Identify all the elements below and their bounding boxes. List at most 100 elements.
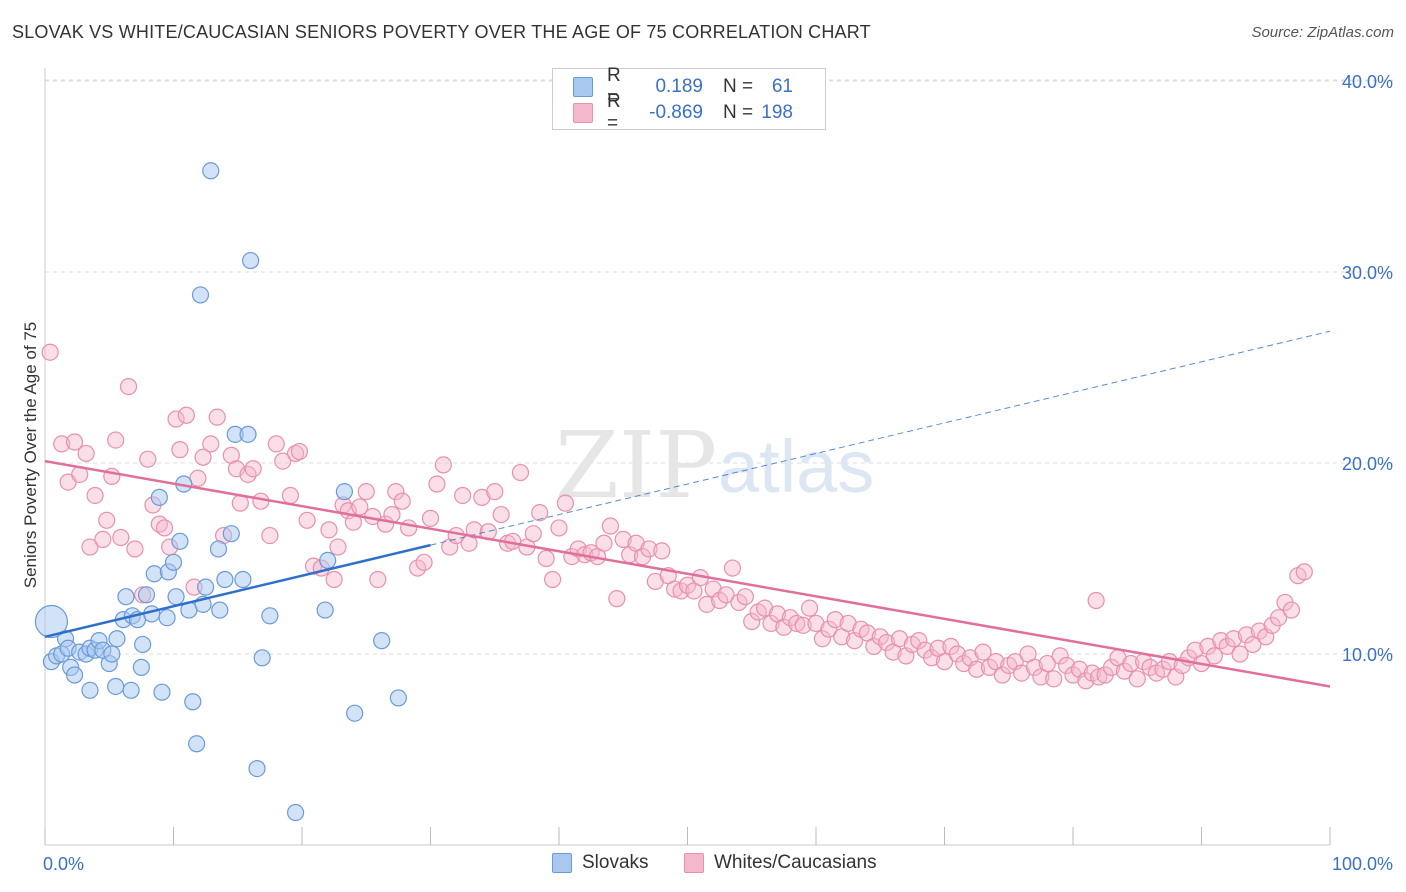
data-point-slovaks <box>107 677 125 696</box>
legend-row-whites: R = -0.869 N = 198 <box>573 91 793 134</box>
data-point-whites <box>320 521 338 539</box>
data-point-whites <box>261 526 279 545</box>
data-point-whites <box>421 509 440 527</box>
data-point-slovaks <box>137 586 156 604</box>
data-point-whites <box>415 553 433 571</box>
data-point-whites <box>556 494 575 512</box>
legend-r-label: R = <box>607 91 621 134</box>
watermark: ZIP atlas <box>555 412 874 519</box>
data-point-slovaks <box>261 607 279 625</box>
data-point-whites <box>1237 626 1256 644</box>
data-point-slovaks <box>117 588 135 606</box>
data-point-whites <box>910 632 928 650</box>
data-point-whites <box>1090 668 1108 686</box>
legend-n-value: 61 <box>771 76 793 97</box>
series-slovaks-points <box>34 162 407 822</box>
data-point-whites <box>86 486 104 505</box>
data-point-whites <box>465 521 483 539</box>
data-point-whites <box>1295 563 1313 581</box>
data-point-whites <box>608 590 626 608</box>
data-point-whites <box>723 559 742 577</box>
data-point-whites <box>614 530 632 549</box>
data-point-whites <box>601 517 620 535</box>
data-point-slovaks <box>65 666 84 684</box>
data-point-whites <box>1225 630 1243 648</box>
data-point-whites <box>743 612 761 631</box>
data-point-whites <box>871 628 889 646</box>
data-point-whites <box>923 649 941 667</box>
data-point-whites <box>171 441 189 459</box>
data-point-slovaks <box>134 635 152 654</box>
series-legend: Slovaks Whites/Caucasians <box>0 852 1406 878</box>
trend-line-slovaks <box>44 543 431 639</box>
y-tick-label: 10.0% <box>1342 645 1393 665</box>
data-point-whites <box>550 519 568 537</box>
legend-r-value: 0.189 <box>655 76 703 97</box>
data-point-whites <box>1141 658 1159 676</box>
data-point-whites <box>826 611 844 629</box>
series-whites-points <box>41 343 1313 690</box>
data-point-whites <box>244 460 262 478</box>
data-point-whites <box>543 570 562 589</box>
data-point-whites <box>1231 645 1249 663</box>
trend-lines <box>44 330 1331 688</box>
data-point-whites <box>511 463 530 482</box>
data-point-whites <box>119 378 138 396</box>
data-point-whites <box>393 492 411 510</box>
data-point-whites <box>357 483 375 501</box>
data-point-whites <box>1205 647 1223 665</box>
data-point-whites <box>974 643 992 661</box>
data-point-whites <box>298 511 316 529</box>
legend-n-value: 198 <box>761 102 793 123</box>
data-point-slovaks <box>216 570 234 589</box>
grid-lines <box>45 79 1395 655</box>
data-point-whites <box>653 542 671 560</box>
data-point-whites <box>139 450 157 468</box>
data-point-whites <box>409 559 427 577</box>
data-point-whites <box>736 588 754 606</box>
data-point-whites <box>1212 632 1230 650</box>
data-point-whites <box>730 593 748 612</box>
data-point-whites <box>794 616 812 634</box>
data-point-whites <box>329 538 347 556</box>
data-point-whites <box>800 599 819 617</box>
data-point-whites <box>94 530 112 549</box>
data-point-whites <box>112 528 130 547</box>
y-axis-label: Seniors Poverty Over the Age of 75 <box>21 322 40 588</box>
data-point-whites <box>1269 609 1288 627</box>
data-point-slovaks <box>202 162 220 180</box>
data-point-whites <box>1122 654 1140 673</box>
data-point-whites <box>678 576 697 594</box>
data-point-slovaks <box>209 540 228 558</box>
y-tick-label: 30.0% <box>1342 263 1393 283</box>
data-point-whites <box>595 534 613 552</box>
data-point-whites <box>968 660 986 678</box>
data-point-slovaks <box>242 251 260 270</box>
data-point-whites <box>1025 658 1044 676</box>
data-point-whites <box>1038 654 1056 673</box>
data-point-slovaks <box>248 759 266 778</box>
data-point-whites <box>492 505 510 524</box>
data-point-whites <box>1282 601 1301 619</box>
data-point-slovaks <box>171 532 189 550</box>
data-point-slovaks <box>234 570 252 589</box>
data-point-slovaks <box>253 649 271 667</box>
data-point-whites <box>698 595 716 613</box>
data-point-whites <box>274 452 292 470</box>
data-point-whites <box>980 658 999 676</box>
watermark-atlas: atlas <box>718 425 874 508</box>
data-point-slovaks <box>167 588 185 606</box>
legend-label-whites: Whites/Caucasians <box>714 852 877 873</box>
data-point-slovaks <box>81 681 99 699</box>
data-point-whites <box>155 519 174 537</box>
trend-line-slovaks-extension <box>430 330 1331 546</box>
data-point-whites <box>948 645 966 663</box>
data-point-whites <box>167 410 185 428</box>
data-point-whites <box>281 486 300 505</box>
x-tick-label: 100.0% <box>1332 854 1393 874</box>
data-point-whites <box>434 456 452 474</box>
data-point-slovaks <box>103 645 121 663</box>
data-point-whites <box>1045 670 1063 688</box>
legend-swatch-pink <box>684 853 704 873</box>
data-point-whites <box>1128 670 1146 688</box>
